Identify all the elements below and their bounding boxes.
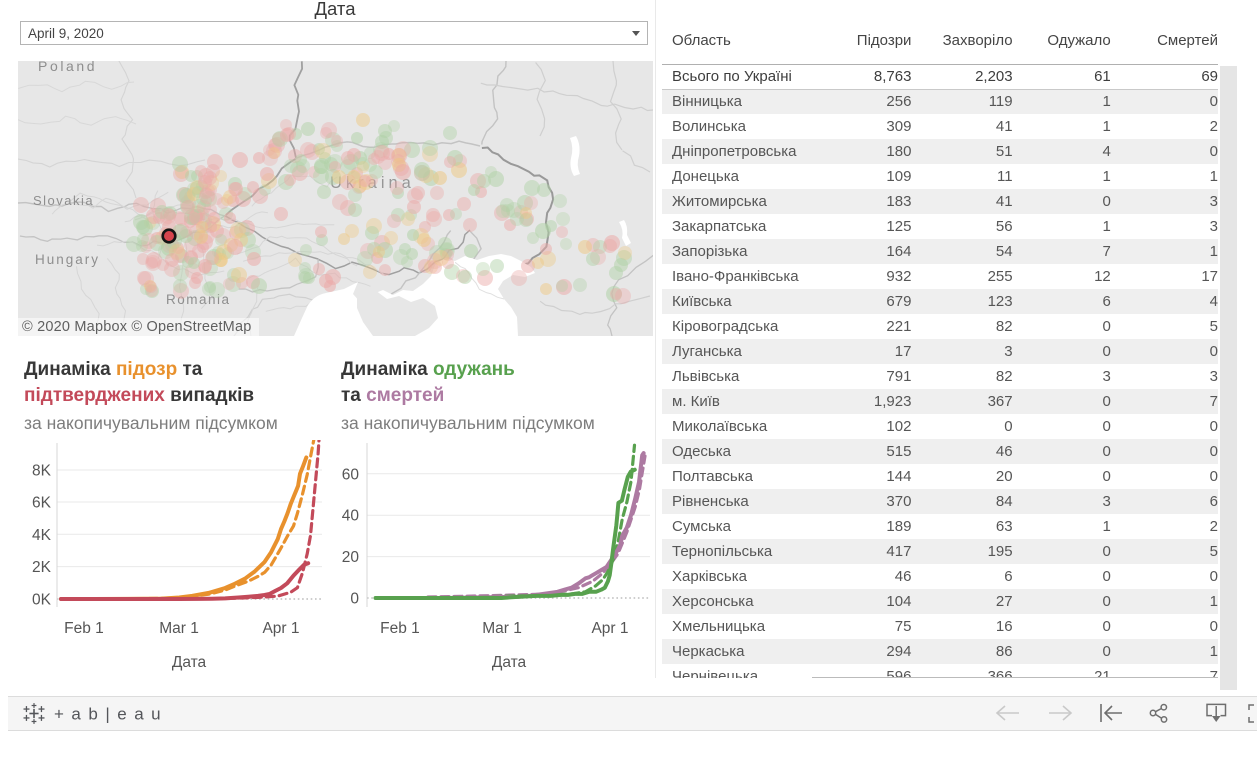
svg-text:Mar 1: Mar 1 [159,620,199,637]
svg-text:Poland: Poland [38,61,97,74]
svg-text:Дата: Дата [172,654,207,671]
svg-text:Apr 1: Apr 1 [591,620,628,637]
svg-text:Mar 1: Mar 1 [482,620,522,637]
svg-text:Slovakia: Slovakia [33,193,94,208]
svg-text:Apr 1: Apr 1 [262,620,299,637]
svg-text:+ab|eau: +ab|eau [54,705,168,724]
svg-text:Feb 1: Feb 1 [64,620,104,637]
svg-text:2K: 2K [32,559,52,576]
svg-text:Feb 1: Feb 1 [380,620,420,637]
svg-text:4K: 4K [32,527,52,544]
svg-text:6K: 6K [32,495,52,512]
svg-text:Дата: Дата [492,654,527,671]
svg-text:Romania: Romania [166,292,231,307]
svg-text:40: 40 [342,508,360,525]
svg-text:0: 0 [350,591,359,608]
svg-text:20: 20 [342,549,360,566]
svg-text:0K: 0K [32,592,52,609]
svg-text:8K: 8K [32,463,52,480]
svg-text:Hungary: Hungary [35,252,100,267]
svg-text:60: 60 [342,466,360,483]
